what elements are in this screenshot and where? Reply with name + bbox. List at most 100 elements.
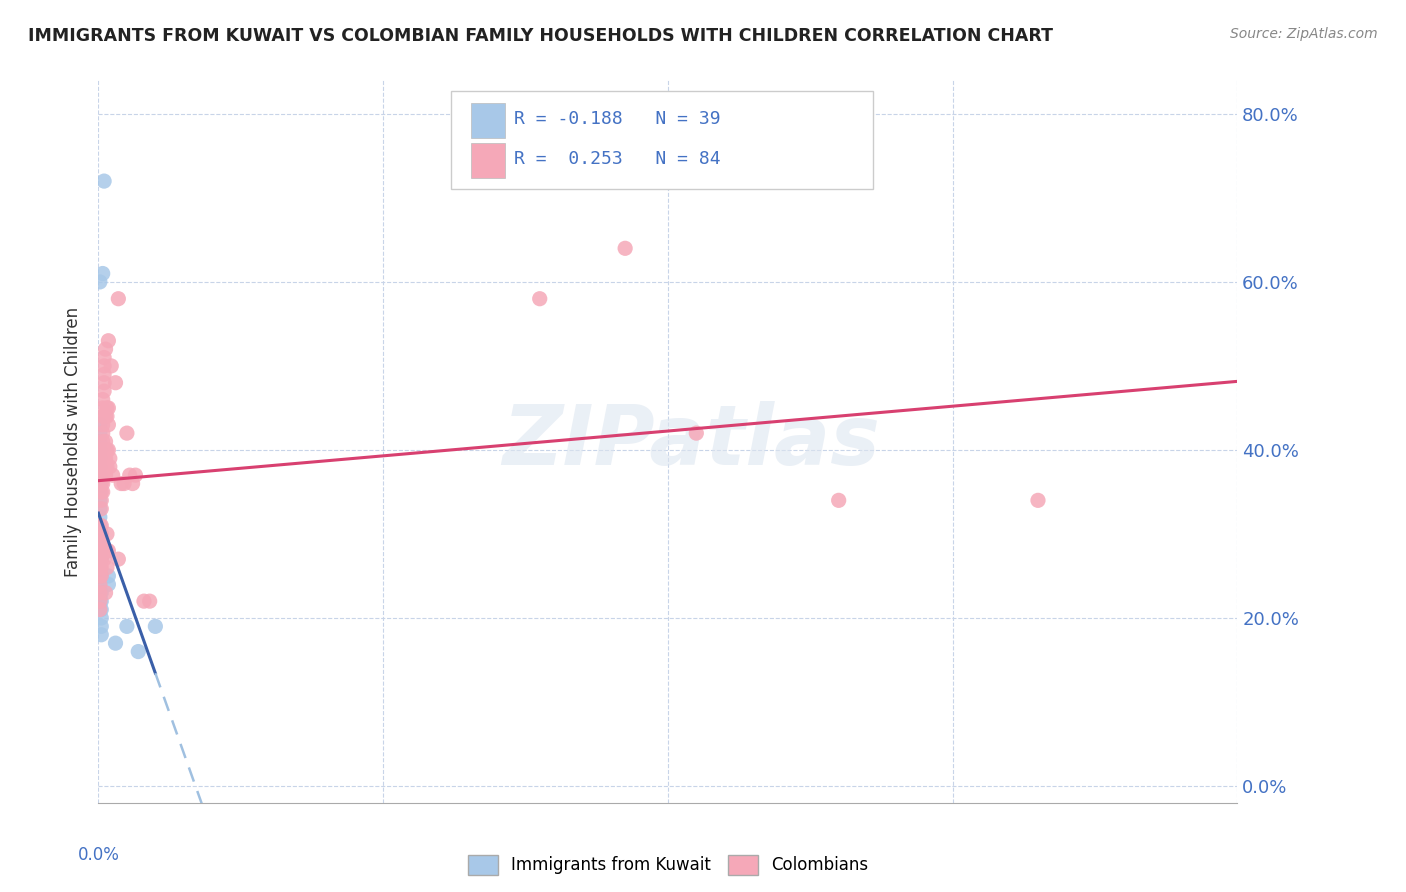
Point	[91, 459, 114, 474]
Point	[89, 602, 111, 616]
Point	[90, 518, 112, 533]
Point	[96, 543, 118, 558]
Point	[89, 543, 111, 558]
Point	[89, 510, 111, 524]
Point	[90, 628, 112, 642]
Point	[96, 527, 118, 541]
Point	[89, 577, 111, 591]
Point	[132, 594, 155, 608]
Point	[89, 586, 111, 600]
Point	[121, 476, 143, 491]
Point	[90, 501, 112, 516]
Bar	[471, 143, 505, 178]
Point	[107, 292, 129, 306]
Point	[145, 619, 167, 633]
Point	[89, 468, 111, 483]
Point	[97, 334, 120, 348]
Point	[91, 267, 114, 281]
Point	[89, 569, 111, 583]
Point	[93, 368, 115, 382]
Point	[98, 459, 121, 474]
Point	[94, 459, 117, 474]
Point	[96, 442, 118, 457]
Point	[91, 468, 114, 483]
Point	[90, 594, 112, 608]
Point	[112, 476, 135, 491]
Point	[127, 644, 149, 658]
Point	[89, 594, 111, 608]
Point	[90, 527, 112, 541]
Point	[90, 619, 112, 633]
Point	[91, 426, 114, 441]
Point	[90, 485, 112, 500]
Point	[91, 451, 114, 466]
Point	[97, 577, 120, 591]
Text: 0.0%: 0.0%	[77, 847, 120, 864]
Point	[93, 552, 115, 566]
Point	[97, 569, 120, 583]
Point	[94, 451, 117, 466]
Point	[614, 241, 637, 255]
Point	[91, 409, 114, 424]
FancyBboxPatch shape	[451, 91, 873, 189]
Point	[89, 527, 111, 541]
Point	[89, 527, 111, 541]
Point	[90, 543, 112, 558]
Point	[115, 426, 138, 441]
Point	[96, 560, 118, 574]
Point	[1026, 493, 1049, 508]
Point	[93, 174, 115, 188]
Text: ZIPatlas: ZIPatlas	[502, 401, 880, 482]
Point	[90, 602, 112, 616]
Point	[91, 442, 114, 457]
Point	[96, 409, 118, 424]
Text: Source: ZipAtlas.com: Source: ZipAtlas.com	[1230, 27, 1378, 41]
Point	[94, 586, 117, 600]
Point	[91, 476, 114, 491]
Y-axis label: Family Households with Children: Family Households with Children	[65, 307, 83, 576]
Point	[93, 359, 115, 373]
Point	[96, 459, 118, 474]
Legend: Immigrants from Kuwait, Colombians: Immigrants from Kuwait, Colombians	[461, 848, 875, 881]
Point	[90, 535, 112, 549]
Point	[89, 485, 111, 500]
Point	[90, 451, 112, 466]
Point	[100, 359, 122, 373]
Point	[89, 535, 111, 549]
Point	[89, 602, 111, 616]
Point	[107, 552, 129, 566]
Point	[93, 384, 115, 398]
Text: IMMIGRANTS FROM KUWAIT VS COLOMBIAN FAMILY HOUSEHOLDS WITH CHILDREN CORRELATION : IMMIGRANTS FROM KUWAIT VS COLOMBIAN FAMI…	[28, 27, 1053, 45]
Point	[89, 560, 111, 574]
Point	[90, 459, 112, 474]
Point	[97, 442, 120, 457]
Point	[828, 493, 851, 508]
Point	[93, 451, 115, 466]
Point	[90, 560, 112, 574]
Point	[89, 476, 111, 491]
Point	[115, 619, 138, 633]
Point	[91, 401, 114, 415]
Point	[91, 485, 114, 500]
Point	[90, 611, 112, 625]
Point	[90, 552, 112, 566]
Point	[89, 552, 111, 566]
Point	[90, 586, 112, 600]
Point	[89, 569, 111, 583]
Point	[94, 442, 117, 457]
Point	[104, 636, 127, 650]
Point	[94, 434, 117, 449]
Point	[138, 594, 160, 608]
Point	[93, 376, 115, 390]
Point	[90, 527, 112, 541]
Point	[97, 401, 120, 415]
Point	[93, 543, 115, 558]
Point	[89, 560, 111, 574]
Point	[98, 451, 121, 466]
Point	[90, 552, 112, 566]
Bar	[471, 103, 505, 138]
Point	[101, 468, 124, 483]
Point	[94, 342, 117, 356]
Point	[685, 426, 707, 441]
Point	[91, 434, 114, 449]
